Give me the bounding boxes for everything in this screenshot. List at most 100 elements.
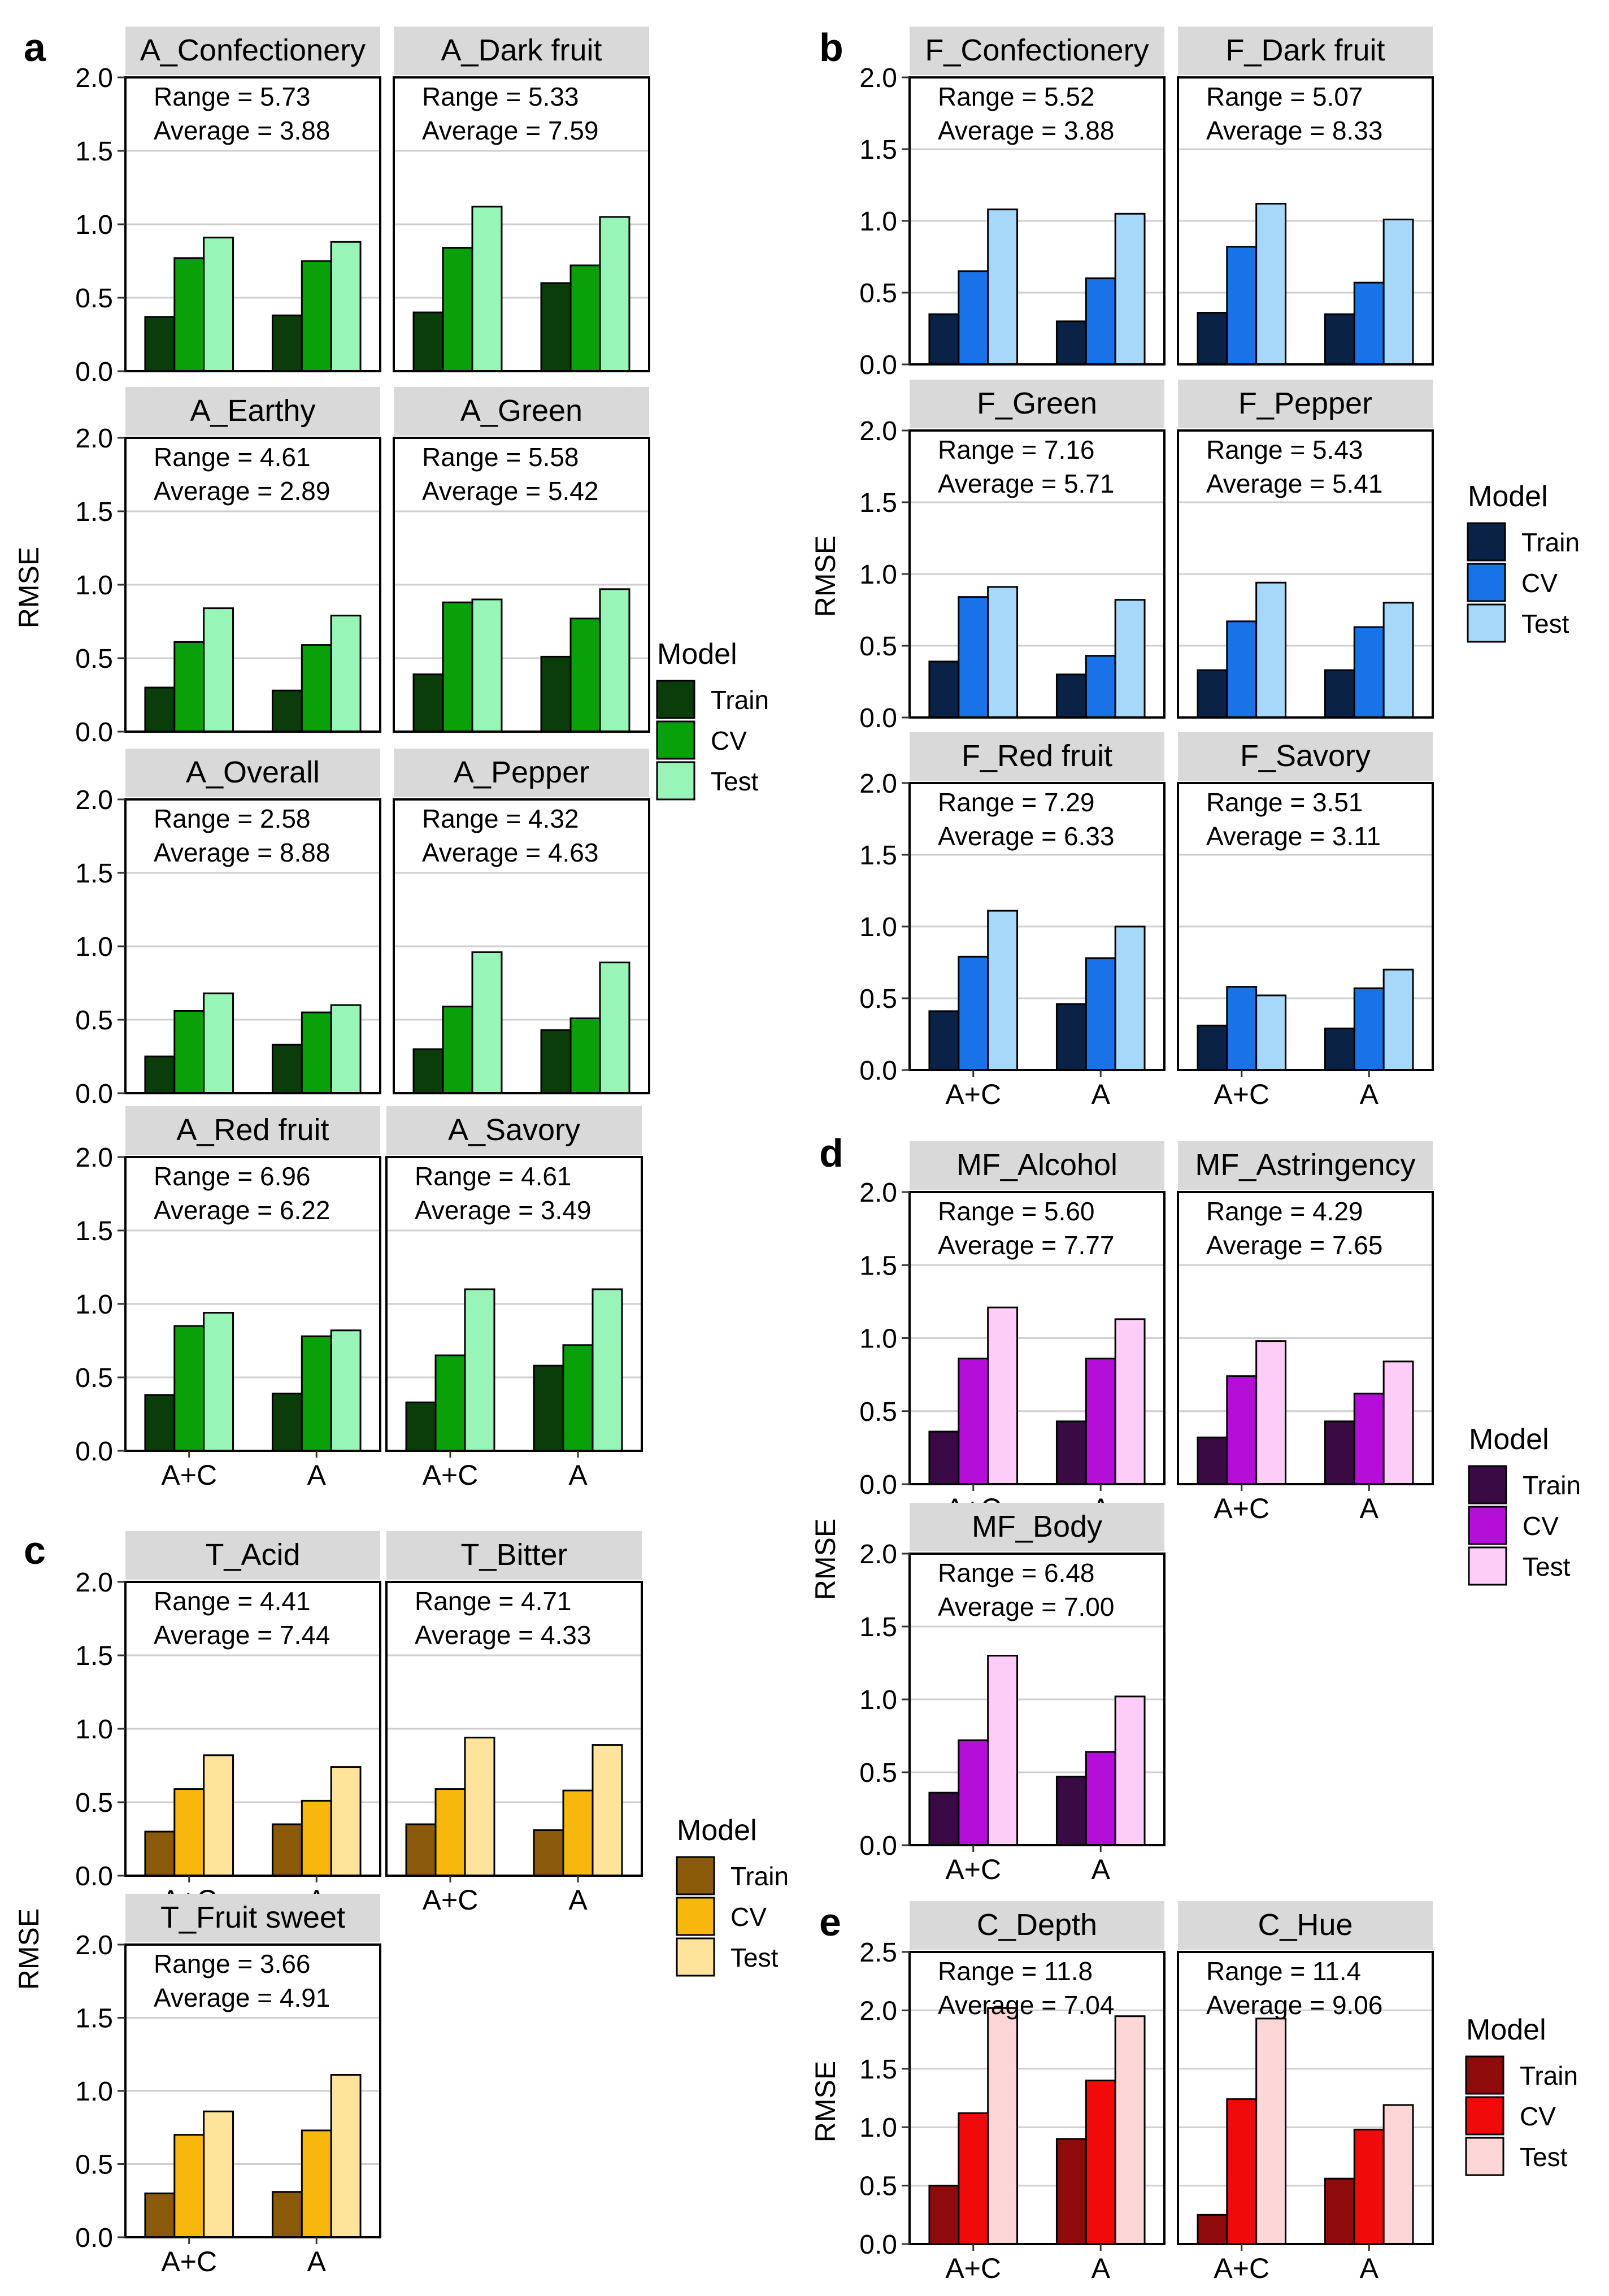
bar-train-aplusc — [928, 660, 960, 719]
bar-test-a — [330, 2074, 362, 2238]
average-label: Average = — [154, 838, 280, 867]
legend-key-train — [1468, 1465, 1507, 1504]
facet-title: A_Savory — [448, 1113, 580, 1147]
average-text: Average = 7.77 — [938, 1230, 1114, 1260]
range-value: 11.8 — [1044, 1956, 1093, 1986]
average-value: 7.00 — [1064, 1592, 1115, 1621]
bar-cv-aplusc — [434, 1788, 466, 1877]
y-axis-label: RMSE — [13, 547, 45, 628]
y-tick-label: 1.5 — [75, 1641, 113, 1671]
facet-border — [1177, 1191, 1434, 1485]
bar-test-aplusc — [987, 586, 1019, 719]
legend-key-test — [1467, 603, 1506, 643]
facet-strip — [910, 1901, 1164, 1950]
legend-key-cv — [1465, 2096, 1504, 2136]
facet-strip — [1178, 732, 1433, 781]
average-text: Average = 3.49 — [415, 1195, 591, 1225]
y-tick-label: 0.0 — [859, 2230, 897, 2260]
y-tick-label: 1.0 — [859, 2113, 897, 2143]
facet-strip — [910, 27, 1164, 75]
facet-strip — [125, 1531, 380, 1580]
bar-test-a — [592, 1744, 623, 1877]
range-text: Range = 6.96 — [154, 1162, 311, 1191]
average-text: Average = 3.11 — [1206, 821, 1381, 851]
facet-border — [908, 1951, 1166, 2245]
average-value: 6.22 — [280, 1195, 331, 1225]
range-value: 4.41 — [260, 1586, 311, 1616]
panel-letter: a — [24, 25, 46, 69]
y-tick-label: 0.5 — [859, 2172, 897, 2202]
x-tick-label: A — [568, 1884, 588, 1916]
range-value: 2.58 — [260, 804, 311, 833]
bar-test-a — [330, 615, 362, 733]
bar-test-aplusc — [471, 951, 503, 1094]
bar-cv-a — [301, 260, 332, 372]
bar-train-aplusc — [412, 1048, 444, 1094]
y-tick-label: 0.0 — [75, 1862, 113, 1891]
facet-title: F_Red fruit — [962, 739, 1112, 773]
bar-test-aplusc — [1255, 1340, 1287, 1485]
range-text: Range = 7.29 — [938, 788, 1095, 817]
average-label: Average = — [154, 476, 280, 506]
bar-cv-a — [1085, 1358, 1116, 1485]
average-label: Average = — [154, 1983, 280, 2012]
range-text: Range = 4.61 — [154, 442, 311, 472]
legend-title: Model — [1468, 480, 1548, 513]
range-label: Range = — [415, 1162, 521, 1191]
y-tick-label: 2.0 — [859, 63, 897, 93]
range-text: Range = 5.33 — [422, 82, 579, 111]
facet-strip — [125, 1894, 380, 1942]
facet-border — [1177, 1951, 1434, 2245]
bar-train-a — [271, 314, 303, 372]
facet-strip — [394, 387, 649, 436]
average-value: 2.89 — [280, 476, 331, 506]
y-tick-label: 0.5 — [75, 1788, 113, 1818]
range-label: Range = — [1206, 82, 1312, 111]
bar-test-aplusc — [1255, 2017, 1287, 2245]
average-label: Average = — [938, 469, 1064, 498]
panel-letter: e — [819, 1900, 841, 1944]
average-text: Average = 6.22 — [154, 1195, 330, 1225]
x-tick-label: A — [568, 1459, 588, 1491]
bar-test-a — [1382, 218, 1414, 366]
range-label: Range = — [154, 442, 260, 472]
bar-cv-aplusc — [958, 270, 989, 366]
facet-border — [1177, 782, 1434, 1071]
average-text: Average = 9.06 — [1206, 1990, 1382, 2020]
range-label: Range = — [154, 82, 260, 111]
bar-cv-aplusc — [442, 1006, 473, 1094]
y-tick-label: 2.0 — [75, 1568, 113, 1598]
facet-strip — [1178, 27, 1433, 75]
bar-cv-a — [301, 2129, 332, 2238]
range-text: Range = 11.8 — [938, 1956, 1093, 1986]
bar-train-a — [1324, 313, 1355, 366]
average-value: 3.49 — [541, 1195, 592, 1225]
legend-key-train — [1467, 522, 1506, 562]
average-value: 3.88 — [280, 116, 331, 145]
range-value: 11.4 — [1312, 1956, 1361, 1986]
facet-title: C_Hue — [1258, 1908, 1353, 1942]
average-value: 8.33 — [1332, 116, 1383, 145]
bar-cv-aplusc — [1226, 620, 1258, 719]
legend-label-test: Test — [1523, 1552, 1571, 1581]
range-value: 5.07 — [1312, 82, 1363, 111]
y-tick-label: 0.5 — [859, 984, 897, 1014]
bar-train-aplusc — [144, 1830, 176, 1877]
average-label: Average = — [415, 1620, 541, 1650]
bar-cv-a — [569, 618, 601, 733]
range-text: Range = 5.60 — [938, 1197, 1095, 1226]
bar-train-a — [533, 1829, 564, 1877]
x-tick-label: A — [1360, 2252, 1379, 2284]
x-tick-label: A+C — [423, 1459, 479, 1491]
average-text: Average = 8.88 — [154, 838, 330, 867]
bar-train-a — [1055, 1420, 1087, 1485]
average-label: Average = — [1206, 1230, 1332, 1260]
legend-label-cv: CV — [1520, 2102, 1556, 2131]
facet-title: MF_Body — [972, 1510, 1102, 1543]
average-value: 7.65 — [1332, 1230, 1383, 1260]
x-tick-label: A+C — [1214, 2252, 1269, 2284]
panel-letter: b — [819, 25, 843, 69]
bar-test-a — [1114, 212, 1146, 366]
x-tick-label: A+C — [1214, 1493, 1269, 1524]
average-value: 5.42 — [548, 476, 599, 506]
